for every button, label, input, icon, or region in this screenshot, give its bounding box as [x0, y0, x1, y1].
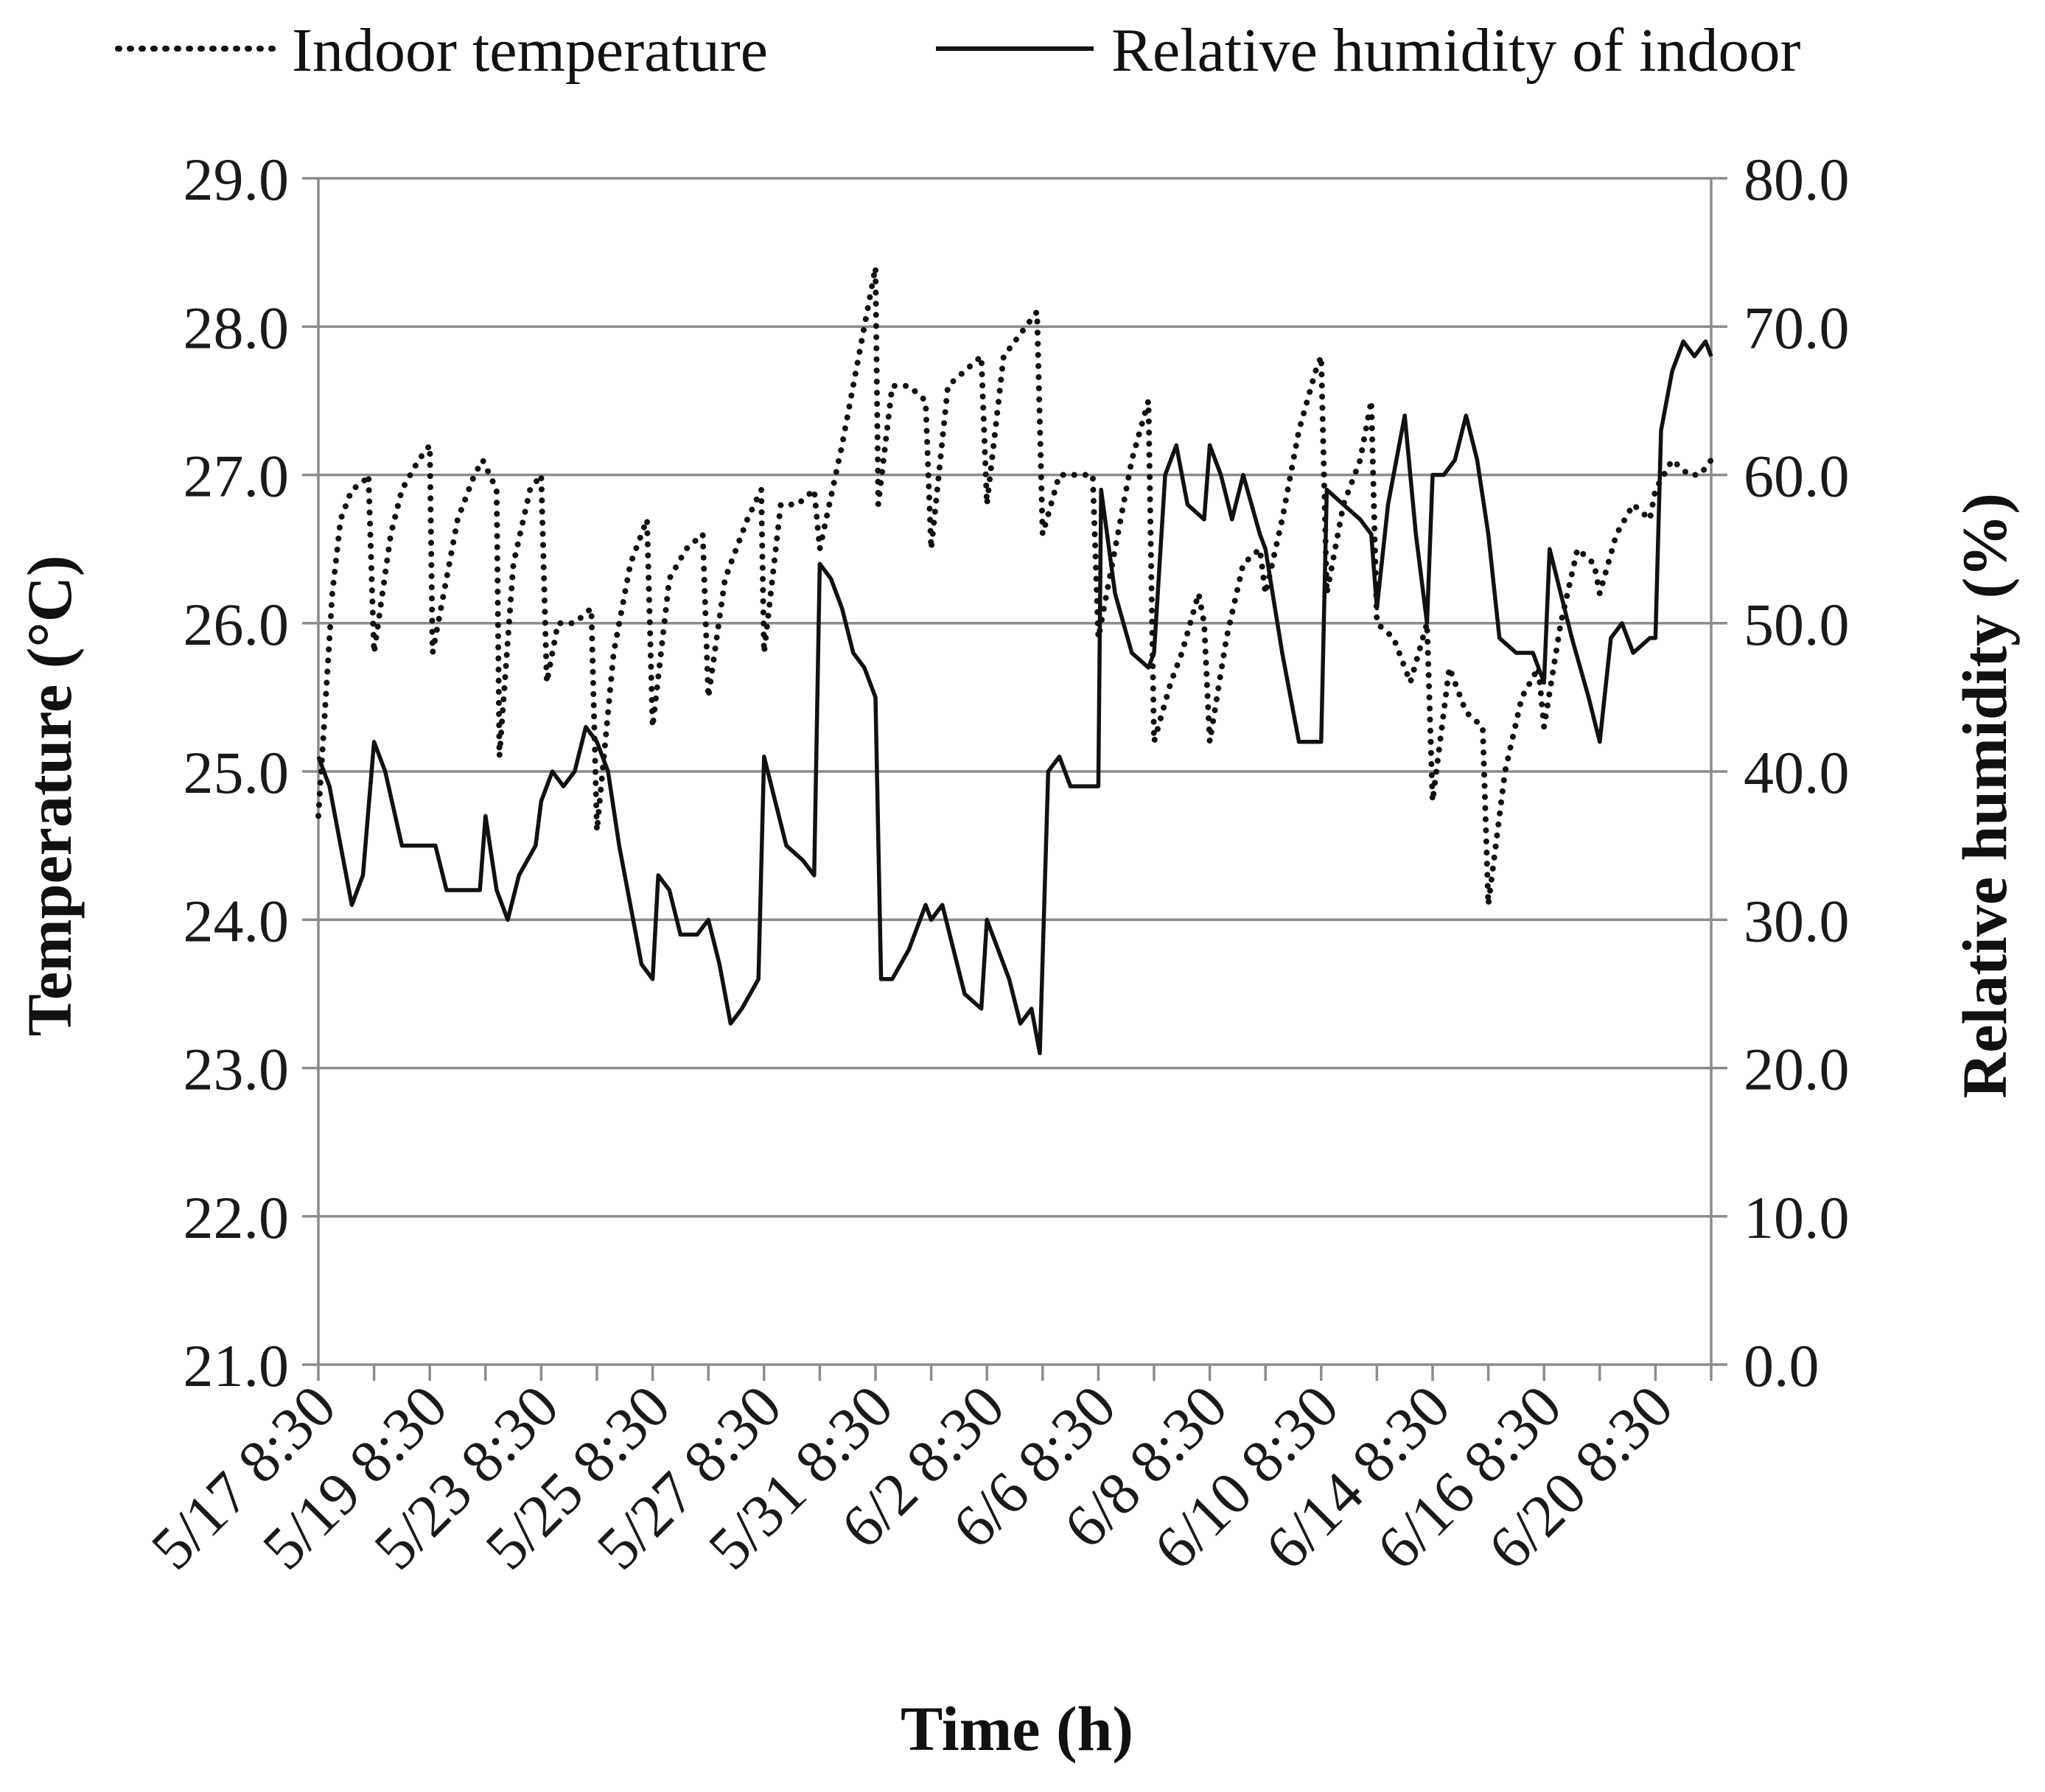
y-right-tick-label: 0.0	[1744, 1332, 1819, 1399]
y-right-tick-label: 40.0	[1744, 739, 1850, 806]
series-layer	[315, 264, 1714, 1056]
y-left-tick-label: 25.0	[183, 739, 290, 806]
series-temperature-line	[315, 264, 1714, 909]
y-axis-left: 21.0 22.0 23.0 24.0 25.0 26.0 27.0 28.0 29.0	[183, 146, 320, 1399]
y-left-tick-label: 27.0	[183, 443, 290, 510]
legend-label-temperature: Indoor temperature	[292, 16, 768, 85]
gridlines	[318, 177, 1711, 1218]
y-left-tick-label: 26.0	[183, 591, 290, 658]
series-humidity-line	[316, 339, 1713, 1056]
legend-label-humidity: Relative humidity of indoor	[1111, 16, 1801, 85]
y-right-tick-label: 20.0	[1744, 1036, 1850, 1103]
x-axis: 5/17 8:305/19 8:305/23 8:305/25 8:305/27…	[139, 1363, 1713, 1582]
legend: Indoor temperature Relative humidity of …	[115, 16, 1801, 85]
y-left-tick-label: 21.0	[183, 1332, 290, 1399]
x-axis-title: Time (h)	[901, 1693, 1133, 1764]
y-left-tick-label: 28.0	[183, 294, 290, 361]
y-left-tick-label: 29.0	[183, 146, 290, 213]
y-right-tick-label: 50.0	[1744, 591, 1850, 658]
y-right-tick-label: 70.0	[1744, 294, 1850, 361]
y-right-tick-label: 30.0	[1744, 887, 1850, 954]
y-axis-right-title: Relative humidity (%)	[1949, 493, 2020, 1099]
y-right-tick-label: 60.0	[1744, 443, 1850, 510]
y-left-tick-label: 24.0	[183, 887, 290, 954]
y-axis-right: 0.0 10.0 20.0 30.0 40.0 50.0 60.0 70.0 80.0	[1710, 146, 1850, 1399]
y-left-tick-label: 23.0	[183, 1036, 290, 1103]
y-left-tick-label: 22.0	[183, 1184, 290, 1251]
y-axis-left-title: Temperature (°C)	[14, 556, 85, 1037]
y-right-tick-label: 10.0	[1744, 1184, 1850, 1251]
y-right-tick-label: 80.0	[1744, 146, 1850, 213]
